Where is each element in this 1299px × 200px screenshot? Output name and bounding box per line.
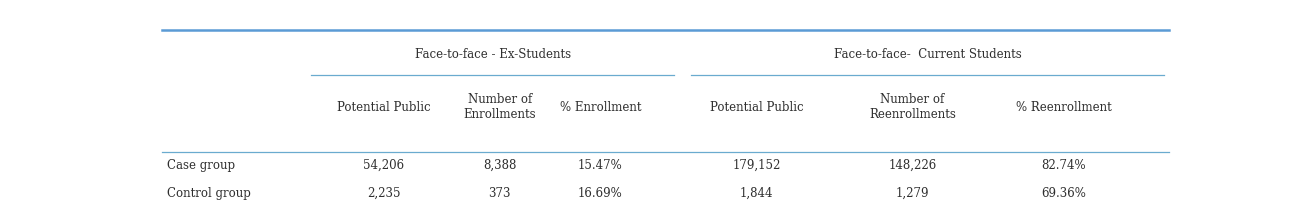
Text: 2,235: 2,235 <box>368 187 400 200</box>
Text: Face-to-face - Ex-Students: Face-to-face - Ex-Students <box>414 48 570 61</box>
Text: Number of
Enrollments: Number of Enrollments <box>464 93 536 121</box>
Text: Potential Public: Potential Public <box>709 101 803 114</box>
Text: Number of
Reenrollments: Number of Reenrollments <box>869 93 956 121</box>
Text: % Enrollment: % Enrollment <box>560 101 640 114</box>
Text: 1,279: 1,279 <box>895 187 929 200</box>
Text: 1,844: 1,844 <box>739 187 773 200</box>
Text: % Reenrollment: % Reenrollment <box>1016 101 1111 114</box>
Text: Control group: Control group <box>168 187 251 200</box>
Text: 148,226: 148,226 <box>889 159 937 172</box>
Text: 179,152: 179,152 <box>733 159 781 172</box>
Text: 15.47%: 15.47% <box>578 159 622 172</box>
Text: 54,206: 54,206 <box>364 159 404 172</box>
Text: 69.36%: 69.36% <box>1040 187 1086 200</box>
Text: 8,388: 8,388 <box>483 159 516 172</box>
Text: 16.69%: 16.69% <box>578 187 622 200</box>
Text: Case group: Case group <box>168 159 235 172</box>
Text: Face-to-face-  Current Students: Face-to-face- Current Students <box>834 48 1021 61</box>
Text: Potential Public: Potential Public <box>336 101 431 114</box>
Text: 373: 373 <box>488 187 511 200</box>
Text: 82.74%: 82.74% <box>1040 159 1086 172</box>
